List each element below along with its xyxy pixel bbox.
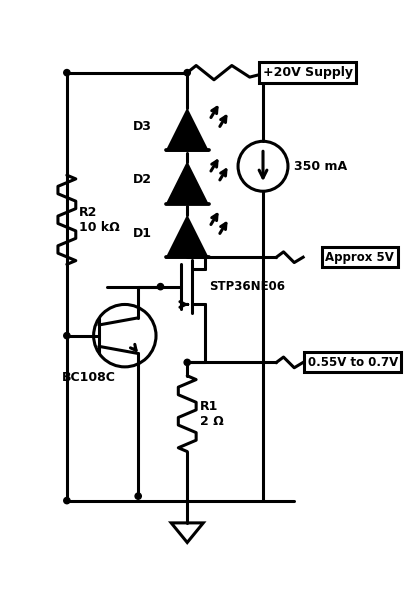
Text: D2: D2 [133, 173, 152, 186]
Circle shape [184, 70, 190, 76]
Polygon shape [168, 164, 207, 204]
Text: +20V Supply: +20V Supply [263, 66, 353, 79]
Circle shape [184, 359, 190, 365]
Circle shape [158, 284, 164, 290]
Text: BC108C: BC108C [62, 371, 116, 385]
Circle shape [64, 332, 70, 339]
Text: Approx 5V: Approx 5V [325, 251, 394, 264]
Circle shape [135, 493, 141, 499]
Text: D1: D1 [133, 227, 152, 239]
Polygon shape [168, 111, 207, 150]
Circle shape [64, 70, 70, 76]
Text: R1
2 Ω: R1 2 Ω [200, 400, 223, 428]
Circle shape [64, 497, 70, 504]
Text: STP36NE06: STP36NE06 [210, 280, 286, 293]
Text: R2
10 kΩ: R2 10 kΩ [79, 206, 120, 234]
Text: 0.55V to 0.7V: 0.55V to 0.7V [307, 356, 398, 369]
Text: 350 mA: 350 mA [294, 160, 347, 173]
Text: D3: D3 [133, 119, 152, 133]
Polygon shape [168, 218, 207, 257]
